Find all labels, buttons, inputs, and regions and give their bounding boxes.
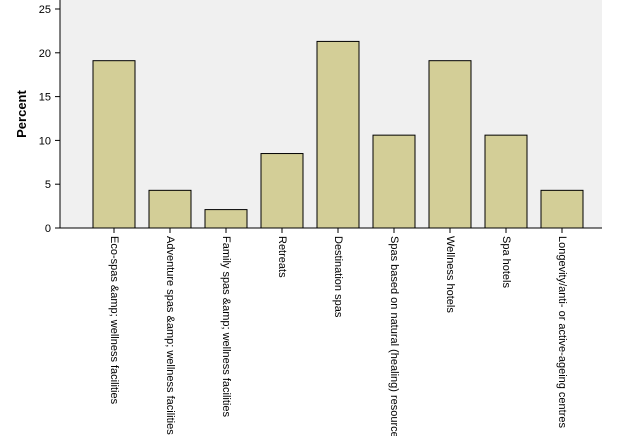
bars [92,40,584,229]
x-tick-label: Retreats [276,236,288,278]
y-tick-label: 15 [39,92,51,104]
bar [260,153,304,229]
x-tick-label: Adventure spas &amp; wellness facilities [164,236,176,435]
bar [204,209,248,229]
y-tick-label: 20 [39,48,51,60]
x-axis-ticks: Eco-spas &amp; wellness facilities Advent… [108,228,568,436]
x-tick-label: Eco-spas &amp; wellness facilities [108,236,120,405]
bar [148,189,192,229]
y-tick-label: 0 [45,223,51,235]
x-tick-label: Wellness hotels [444,236,456,313]
y-axis-title: Percent [14,89,29,137]
y-tick-label: 25 [39,4,51,16]
x-tick-label: Spa hotels [500,236,512,288]
bar [316,40,360,229]
bar [92,60,136,229]
bar [428,60,472,229]
y-axis-ticks: 0 5 10 15 20 25 [39,4,60,235]
x-tick-label: Destination spas [332,236,344,318]
y-tick-label: 10 [39,135,51,147]
y-tick-label: 5 [45,179,51,191]
bar [372,134,416,229]
x-tick-label: Longevity/anti- or active-ageing centres [556,236,568,428]
bar [484,134,528,229]
x-tick-label: Family spas &amp; wellness facilities [220,236,232,417]
x-tick-label: Spas based on natural (healing) resource [388,236,400,436]
bar [540,189,584,229]
